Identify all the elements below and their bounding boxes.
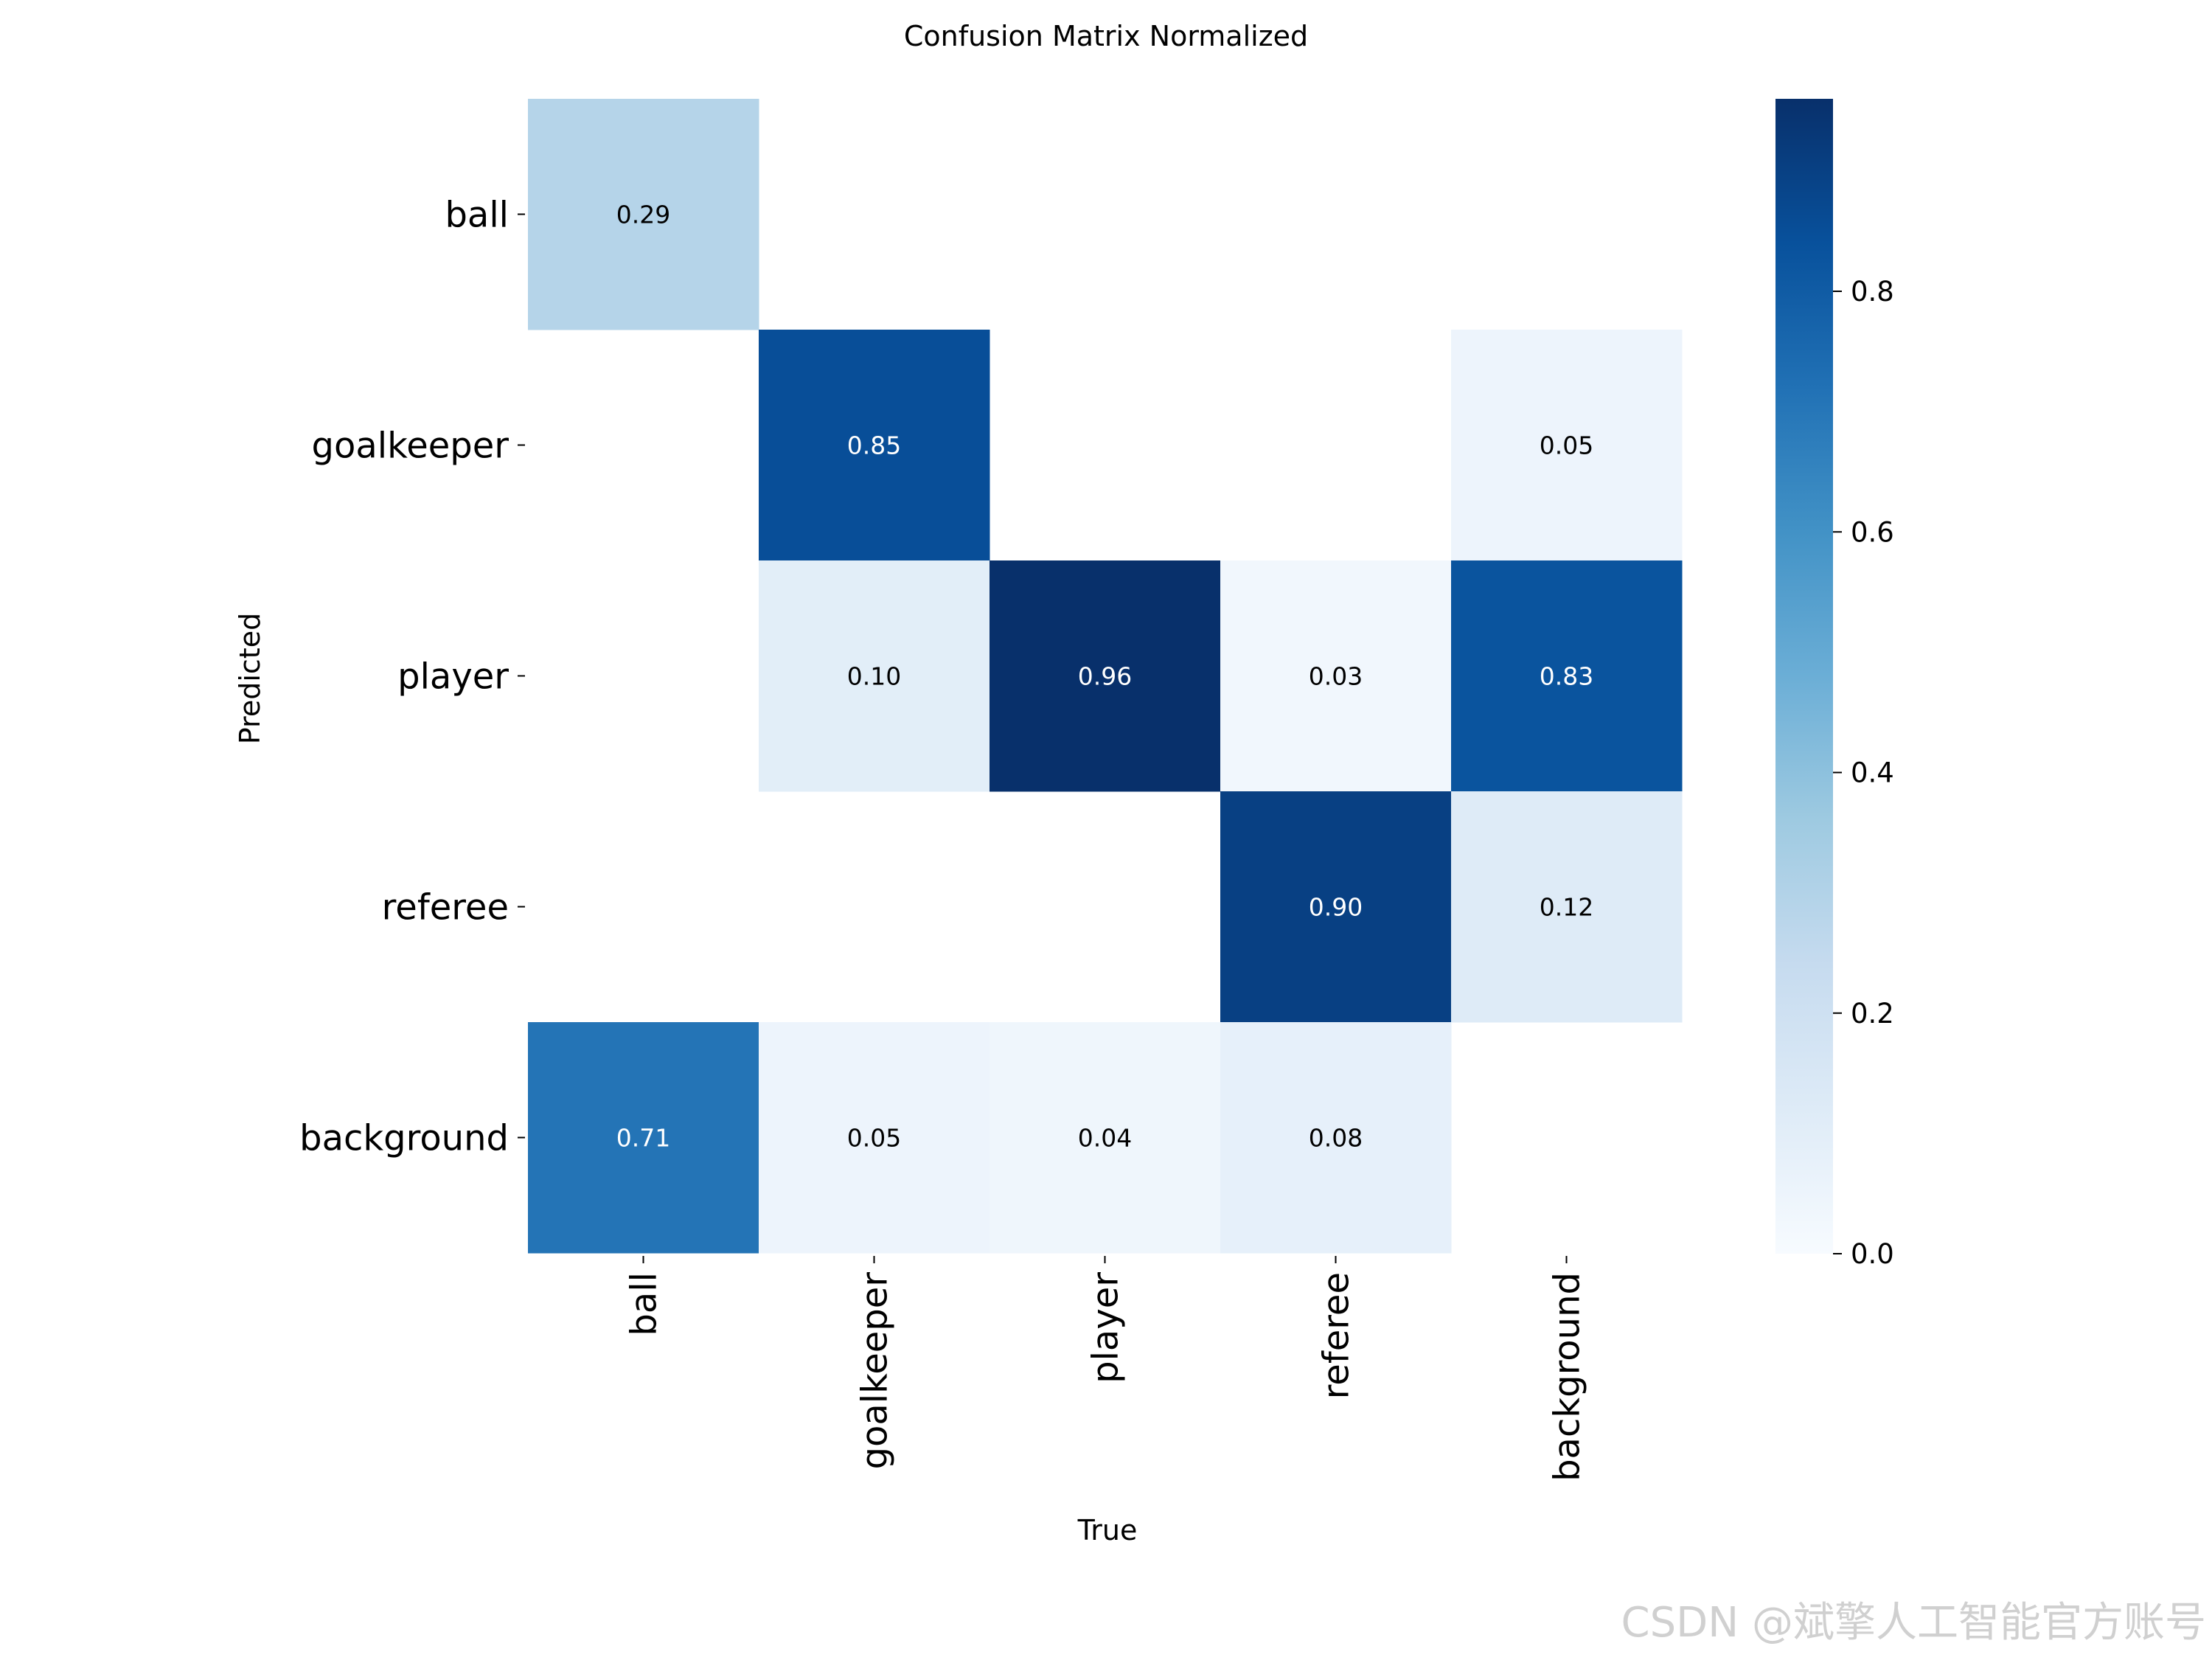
heatmap-cell bbox=[1451, 560, 1683, 792]
heatmap-cell bbox=[528, 99, 759, 330]
cell-value-label: 0.83 bbox=[1540, 662, 1593, 691]
y-tick-label: background bbox=[299, 1118, 509, 1159]
colorbar-tick-label: 0.2 bbox=[1851, 998, 1894, 1030]
colorbar-tick-label: 0.6 bbox=[1851, 516, 1894, 548]
cell-value-label: 0.10 bbox=[847, 662, 901, 691]
heatmap-cell bbox=[759, 1022, 990, 1254]
heatmap-cell bbox=[1220, 791, 1452, 1023]
cell-value-label: 0.71 bbox=[616, 1124, 670, 1153]
x-tick-label: referee bbox=[1316, 1272, 1357, 1399]
heatmap-cell bbox=[759, 330, 990, 561]
heatmap-cell bbox=[990, 1022, 1221, 1254]
x-tick-label: ball bbox=[624, 1272, 665, 1336]
heatmap-cell-labels: 0.29 0.85 0.05 0.10 0.96 0.03 0.83 0.90 0.12 0.71… bbox=[616, 201, 1593, 1153]
colorbar-tick-label: 0.4 bbox=[1851, 757, 1894, 789]
cell-value-label: 0.12 bbox=[1540, 893, 1593, 922]
colorbar-gradient bbox=[1775, 99, 1833, 1254]
heatmap-cell bbox=[1220, 1022, 1452, 1254]
x-tick-label: background bbox=[1547, 1272, 1588, 1482]
y-tick-label: goalkeeper bbox=[312, 426, 509, 467]
cell-value-label: 0.29 bbox=[616, 201, 670, 229]
cell-value-label: 0.08 bbox=[1309, 1124, 1363, 1153]
chart-title: Confusion Matrix Normalized bbox=[904, 20, 1308, 52]
cell-value-label: 0.05 bbox=[847, 1124, 901, 1153]
heatmap-cell bbox=[1220, 560, 1452, 792]
heatmap-cell bbox=[1451, 791, 1683, 1023]
watermark-text: CSDN @斌擎人工智能官方账号 bbox=[1621, 1599, 2206, 1647]
heatmap-cell bbox=[759, 560, 990, 792]
y-tick-label: referee bbox=[382, 887, 509, 928]
heatmap-cells bbox=[528, 99, 1683, 1254]
colorbar: 0.0 0.2 0.4 0.6 0.8 bbox=[1775, 99, 1894, 1270]
heatmap-cell bbox=[990, 560, 1221, 792]
heatmap-cell bbox=[1451, 330, 1683, 561]
cell-value-label: 0.03 bbox=[1309, 662, 1363, 691]
colorbar-tick-label: 0.8 bbox=[1851, 276, 1894, 308]
cell-value-label: 0.05 bbox=[1540, 431, 1593, 460]
y-tick-label: player bbox=[397, 656, 509, 698]
cell-value-label: 0.96 bbox=[1078, 662, 1132, 691]
cell-value-label: 0.85 bbox=[847, 431, 901, 460]
x-axis-ticks: ball goalkeeper player referee background bbox=[624, 1256, 1588, 1482]
x-axis-label: True bbox=[1077, 1514, 1138, 1546]
cell-value-label: 0.90 bbox=[1309, 893, 1363, 922]
x-tick-label: player bbox=[1085, 1272, 1127, 1383]
colorbar-tick-label: 0.0 bbox=[1851, 1238, 1894, 1270]
x-tick-label: goalkeeper bbox=[855, 1272, 896, 1470]
heatmap-cell bbox=[528, 1022, 759, 1254]
y-tick-label: ball bbox=[445, 195, 509, 236]
y-axis-ticks: ball goalkeeper player referee background bbox=[299, 195, 525, 1159]
cell-value-label: 0.04 bbox=[1078, 1124, 1132, 1153]
y-axis-label: Predicted bbox=[234, 613, 266, 744]
